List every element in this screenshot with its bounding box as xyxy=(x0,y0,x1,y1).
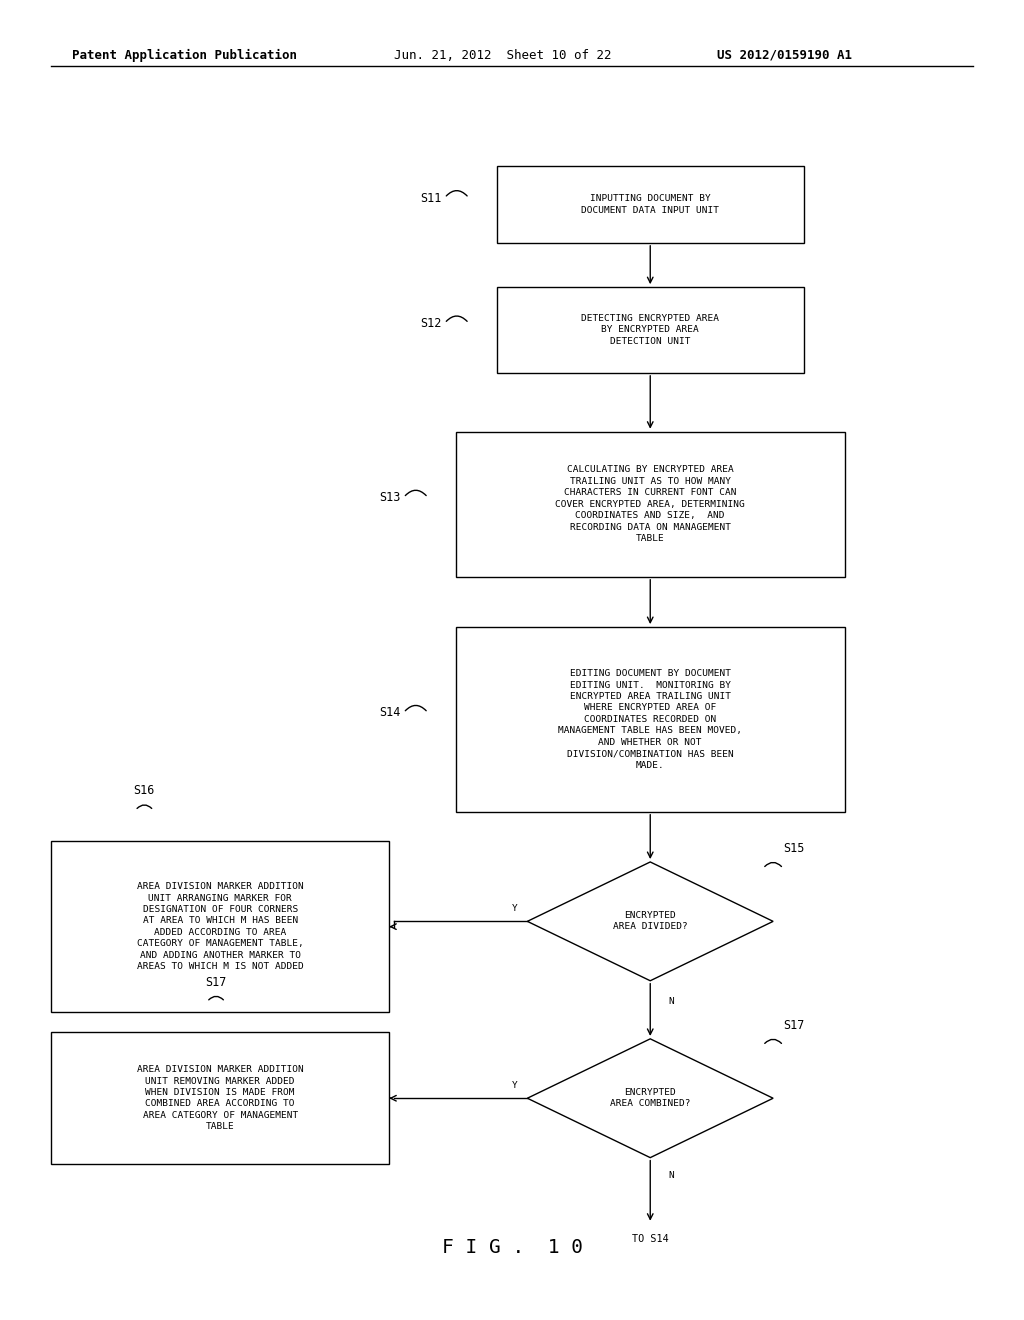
Text: N: N xyxy=(669,997,675,1006)
Text: S17: S17 xyxy=(783,1019,805,1032)
Text: S14: S14 xyxy=(379,706,400,719)
FancyBboxPatch shape xyxy=(497,166,804,243)
Polygon shape xyxy=(527,1039,773,1158)
Text: Patent Application Publication: Patent Application Publication xyxy=(72,49,297,62)
Text: N: N xyxy=(669,1171,675,1180)
Text: S16: S16 xyxy=(133,784,155,797)
Text: Jun. 21, 2012  Sheet 10 of 22: Jun. 21, 2012 Sheet 10 of 22 xyxy=(394,49,611,62)
Text: S15: S15 xyxy=(783,842,805,855)
Text: S17: S17 xyxy=(205,975,226,989)
FancyBboxPatch shape xyxy=(456,432,845,577)
Text: AREA DIVISION MARKER ADDITION
UNIT ARRANGING MARKER FOR
DESIGNATION OF FOUR CORN: AREA DIVISION MARKER ADDITION UNIT ARRAN… xyxy=(137,882,303,972)
Text: EDITING DOCUMENT BY DOCUMENT
EDITING UNIT.  MONITORING BY
ENCRYPTED AREA TRAILIN: EDITING DOCUMENT BY DOCUMENT EDITING UNI… xyxy=(558,669,742,770)
Text: F I G .  1 0: F I G . 1 0 xyxy=(441,1238,583,1257)
Polygon shape xyxy=(527,862,773,981)
FancyBboxPatch shape xyxy=(497,288,804,372)
FancyBboxPatch shape xyxy=(51,1032,389,1164)
Text: CALCULATING BY ENCRYPTED AREA
TRAILING UNIT AS TO HOW MANY
CHARACTERS IN CURRENT: CALCULATING BY ENCRYPTED AREA TRAILING U… xyxy=(555,466,745,543)
Text: ENCRYPTED
AREA DIVIDED?: ENCRYPTED AREA DIVIDED? xyxy=(613,911,687,932)
FancyBboxPatch shape xyxy=(51,841,389,1012)
Text: US 2012/0159190 A1: US 2012/0159190 A1 xyxy=(717,49,852,62)
Text: Y: Y xyxy=(511,904,517,912)
Text: INPUTTING DOCUMENT BY
DOCUMENT DATA INPUT UNIT: INPUTTING DOCUMENT BY DOCUMENT DATA INPU… xyxy=(582,194,719,215)
Text: AREA DIVISION MARKER ADDITION
UNIT REMOVING MARKER ADDED
WHEN DIVISION IS MADE F: AREA DIVISION MARKER ADDITION UNIT REMOV… xyxy=(137,1065,303,1131)
Text: DETECTING ENCRYPTED AREA
BY ENCRYPTED AREA
DETECTION UNIT: DETECTING ENCRYPTED AREA BY ENCRYPTED AR… xyxy=(582,314,719,346)
Text: S12: S12 xyxy=(420,317,441,330)
Text: TO S14: TO S14 xyxy=(632,1234,669,1245)
FancyBboxPatch shape xyxy=(456,627,845,812)
Text: S13: S13 xyxy=(379,491,400,504)
Text: ENCRYPTED
AREA COMBINED?: ENCRYPTED AREA COMBINED? xyxy=(610,1088,690,1109)
Text: S11: S11 xyxy=(420,191,441,205)
Text: Y: Y xyxy=(511,1081,517,1089)
